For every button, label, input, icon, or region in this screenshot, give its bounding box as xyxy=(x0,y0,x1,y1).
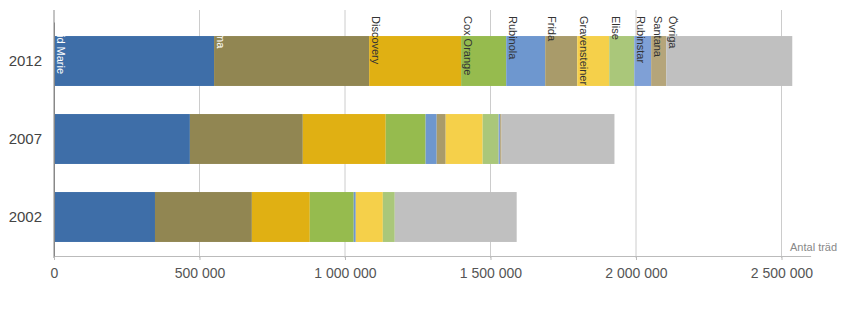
bar-segment xyxy=(214,36,369,86)
series-label: Rubinola xyxy=(507,16,519,60)
bar-segment xyxy=(54,36,214,86)
tick-mark xyxy=(345,256,346,260)
tick-label: 0 xyxy=(51,265,59,281)
series-label: Ingrid Marie xyxy=(55,16,67,74)
bar-segment xyxy=(54,114,190,164)
series-label: Cox Orange xyxy=(462,16,474,75)
series-label: Elise xyxy=(610,16,622,40)
series-label: Övriga xyxy=(667,16,679,49)
bar-segment xyxy=(303,114,386,164)
tick: 1 000 000 xyxy=(314,256,376,281)
bar-segment xyxy=(426,114,437,164)
bar-segment xyxy=(54,192,155,242)
tick: 2 000 000 xyxy=(605,256,667,281)
tick-label: 2012 xyxy=(9,52,42,69)
tick: 1 500 000 xyxy=(460,256,522,281)
grid xyxy=(54,10,782,258)
tick: 2007 xyxy=(9,130,54,147)
series-labels: Ingrid Marie Aroma Discovery Cox Orange Rubi… xyxy=(55,16,679,85)
tick-mark xyxy=(636,256,637,260)
bar-segment xyxy=(252,192,310,242)
bar-segment xyxy=(356,192,383,242)
tick: 2012 xyxy=(9,52,54,69)
series-label: Rubinstar xyxy=(635,16,647,63)
tick-label: 500 000 xyxy=(175,265,226,281)
bar-segment xyxy=(310,192,354,242)
tick-label: 1 000 000 xyxy=(314,265,376,281)
bar-segment xyxy=(609,36,634,86)
tick-mark xyxy=(54,256,55,260)
bar-segment xyxy=(499,114,500,164)
chart: Ingrid Marie Aroma Discovery Cox Orange Rubi… xyxy=(0,0,856,327)
tick-mark xyxy=(491,256,492,260)
series-label: Santana xyxy=(652,16,664,58)
bar-segment xyxy=(190,114,303,164)
bar-segment xyxy=(395,192,517,242)
tick-label: 2 500 000 xyxy=(751,265,813,281)
tick-label: 2 000 000 xyxy=(605,265,667,281)
axis-line xyxy=(54,23,55,257)
bar-segment xyxy=(155,192,252,242)
grid-line xyxy=(54,10,55,258)
axis-title: Antal träd xyxy=(790,241,837,253)
bar-segment xyxy=(437,114,446,164)
bars xyxy=(54,36,792,242)
tick: 2 500 000 xyxy=(751,256,813,281)
bar-segment xyxy=(383,192,395,242)
bar-segment xyxy=(483,114,499,164)
series xyxy=(383,36,634,242)
tick: 0 xyxy=(51,256,59,281)
y-axis: 2012 2007 2002 xyxy=(9,23,55,257)
x-axis: 0 500 000 1 000 000 1 500 000 2 000 000 2 500… xyxy=(51,256,814,281)
series xyxy=(499,36,651,164)
series-label: Frida xyxy=(546,16,558,42)
tick-label: 1 500 000 xyxy=(460,265,522,281)
series xyxy=(395,36,793,242)
tick: 500 000 xyxy=(175,256,226,281)
tick: 2002 xyxy=(9,208,54,225)
tick-mark xyxy=(782,256,783,260)
bar-segment xyxy=(502,114,615,164)
bar-segment xyxy=(354,192,356,242)
bar-segment xyxy=(545,36,577,86)
tick-mark xyxy=(200,256,201,260)
bar-segment xyxy=(446,114,483,164)
tick-label: 2002 xyxy=(9,208,42,225)
series-label: Discovery xyxy=(370,16,382,65)
axis-line xyxy=(55,256,812,257)
bar-segment xyxy=(666,36,792,86)
series-label: Gravensteiner xyxy=(578,16,590,85)
bar-segment xyxy=(386,114,426,164)
series-label: Aroma xyxy=(215,16,227,49)
bar-segment xyxy=(500,114,501,164)
tick-label: 2007 xyxy=(9,130,42,147)
